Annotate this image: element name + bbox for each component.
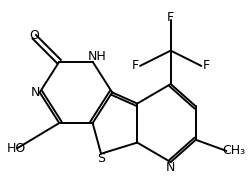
Text: F: F [131,59,139,73]
Text: CH₃: CH₃ [223,144,246,158]
Text: N: N [31,86,40,99]
Text: F: F [203,59,210,73]
Text: O: O [29,29,39,42]
Text: HO: HO [6,142,26,155]
Text: N: N [166,161,175,174]
Text: F: F [167,11,174,24]
Text: S: S [97,152,105,165]
Text: NH: NH [87,50,106,63]
